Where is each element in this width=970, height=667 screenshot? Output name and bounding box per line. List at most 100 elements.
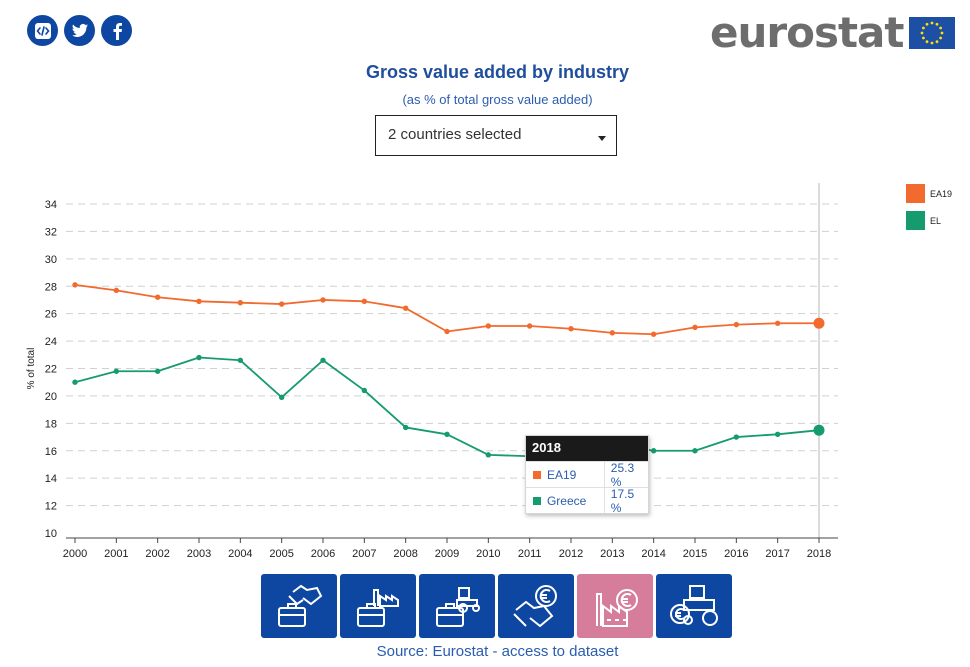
industry-button-services-briefcase[interactable] <box>261 574 337 638</box>
tooltip-year: 2018 <box>526 436 648 461</box>
x-tick-label: 2001 <box>104 548 128 560</box>
x-tick-label: 2004 <box>228 548 252 560</box>
legend-swatch-el <box>906 211 925 230</box>
x-tick-label: 2015 <box>683 548 707 560</box>
x-tick-label: 2018 <box>807 548 831 560</box>
legend-item-ea19[interactable]: EA19 <box>906 184 952 203</box>
data-point-el <box>320 357 326 363</box>
share-bar <box>27 15 132 46</box>
chart-title: Gross value added by industry <box>365 62 630 82</box>
tooltip-swatch-greece <box>533 496 541 505</box>
country-select-value: 2 countries selected <box>388 126 522 143</box>
logo-text: eurostat <box>710 8 904 57</box>
tooltip-row-greece: Greece 17.5 % <box>526 487 648 515</box>
tooltip-value-ea19: 25.3 % <box>603 461 648 489</box>
data-point-ea19 <box>320 297 326 303</box>
source-text: Source: Eurostat - <box>376 643 502 660</box>
industry-euro-icon <box>596 589 638 627</box>
x-tick-label: 2009 <box>435 548 459 560</box>
data-point-ea19 <box>609 330 616 336</box>
series-line-el <box>74 356 820 458</box>
x-tick-label: 2008 <box>393 548 417 560</box>
industry-button-services-euro[interactable] <box>498 574 574 638</box>
agriculture-euro-icon <box>670 585 718 626</box>
country-select[interactable]: 2 countries selected <box>375 115 617 156</box>
series-layer <box>72 282 825 459</box>
data-point-ea19 <box>72 282 78 288</box>
industry-button-agriculture-briefcase[interactable] <box>419 574 495 638</box>
y-tick-label: 10 <box>45 528 57 540</box>
y-tick-label: 16 <box>45 446 57 458</box>
data-point-el <box>196 354 202 361</box>
x-tick-label: 2003 <box>187 548 211 560</box>
x-tick-label: 2013 <box>600 548 624 560</box>
y-axis-title: % of total <box>26 348 37 390</box>
data-point-ea19 <box>278 301 285 307</box>
y-tick-label: 30 <box>45 254 57 266</box>
data-point-ea19 <box>733 321 740 328</box>
y-tick-label: 28 <box>45 281 57 293</box>
x-tick-label: 2005 <box>269 548 293 560</box>
data-point-el <box>650 448 657 454</box>
y-tick-label: 14 <box>45 473 57 485</box>
data-point-el <box>237 357 244 363</box>
industry-button-industry-euro[interactable] <box>577 574 653 638</box>
legend-item-el[interactable]: EL <box>906 211 952 230</box>
data-point-ea19 <box>692 324 698 331</box>
data-point-el <box>692 448 698 454</box>
data-point-el <box>278 394 285 400</box>
legend-label-el: EL <box>930 215 942 226</box>
data-point-el <box>733 434 740 440</box>
embed-icon[interactable] <box>27 15 58 46</box>
tooltip-row-ea19: EA19 25.3 % <box>526 461 648 489</box>
industry-button-industry-briefcase[interactable] <box>340 574 416 638</box>
data-point-el <box>444 431 450 437</box>
x-tick-label: 2014 <box>641 548 665 560</box>
data-point-ea19 <box>402 305 409 311</box>
eurostat-logo: eurostat <box>710 8 956 57</box>
services-briefcase-icon <box>278 584 323 627</box>
data-point-ea19 <box>526 323 533 329</box>
y-tick-label: 18 <box>45 418 57 430</box>
x-tick-label: 2002 <box>145 548 169 560</box>
industry-button-agriculture-euro[interactable] <box>656 574 732 638</box>
x-tick-label: 2007 <box>352 548 376 560</box>
y-tick-label: 22 <box>45 364 57 376</box>
chart-tooltip: 2018 EA19 25.3 % Greece 17.5 % <box>525 435 649 515</box>
series-line-ea19 <box>74 283 819 336</box>
legend-label-ea19: EA19 <box>930 188 953 199</box>
source-line: Source: Eurostat - access to dataset <box>0 643 970 660</box>
facebook-icon[interactable] <box>101 15 132 46</box>
data-point-ea19 <box>568 326 574 332</box>
grid-layer <box>66 183 838 538</box>
chevron-down-icon <box>598 136 606 141</box>
x-tick-label: 2016 <box>724 548 748 560</box>
data-point-ea19 <box>813 317 825 329</box>
data-point-ea19 <box>237 300 244 306</box>
dataset-link[interactable]: access to dataset <box>501 643 619 660</box>
twitter-icon[interactable] <box>64 15 95 46</box>
tooltip-swatch-ea19 <box>533 470 541 479</box>
data-point-ea19 <box>444 328 450 335</box>
chart-subtitle: (as % of total gross value added) <box>402 92 593 107</box>
data-point-ea19 <box>113 287 120 294</box>
y-tick-label: 24 <box>45 336 57 348</box>
data-point-el <box>72 379 78 385</box>
x-tick-label: 2000 <box>63 548 87 560</box>
industry-selector <box>261 574 732 638</box>
data-point-el <box>361 387 368 394</box>
x-tick-label: 2006 <box>311 548 335 560</box>
y-tick-label: 20 <box>45 391 57 403</box>
x-tick-label: 2010 <box>476 548 500 560</box>
data-point-el <box>113 368 120 374</box>
tooltip-name-ea19: EA19 <box>546 467 577 482</box>
tooltip-value-greece: 17.5 % <box>603 487 648 515</box>
agriculture-briefcase-icon <box>436 587 480 627</box>
y-tick-label: 34 <box>45 199 57 211</box>
industry-briefcase-icon <box>357 589 399 627</box>
data-point-ea19 <box>361 298 368 305</box>
legend-swatch-ea19 <box>906 184 925 203</box>
legend: EA19 EL <box>906 184 952 238</box>
x-tick-label: 2012 <box>559 548 583 560</box>
